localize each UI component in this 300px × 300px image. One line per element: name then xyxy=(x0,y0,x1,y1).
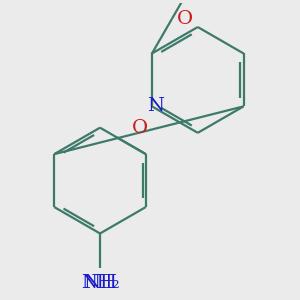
Text: O: O xyxy=(177,10,193,28)
Text: N: N xyxy=(147,98,164,116)
Text: NH₂: NH₂ xyxy=(81,274,119,292)
Text: NH: NH xyxy=(83,274,117,292)
Text: O: O xyxy=(132,119,148,137)
